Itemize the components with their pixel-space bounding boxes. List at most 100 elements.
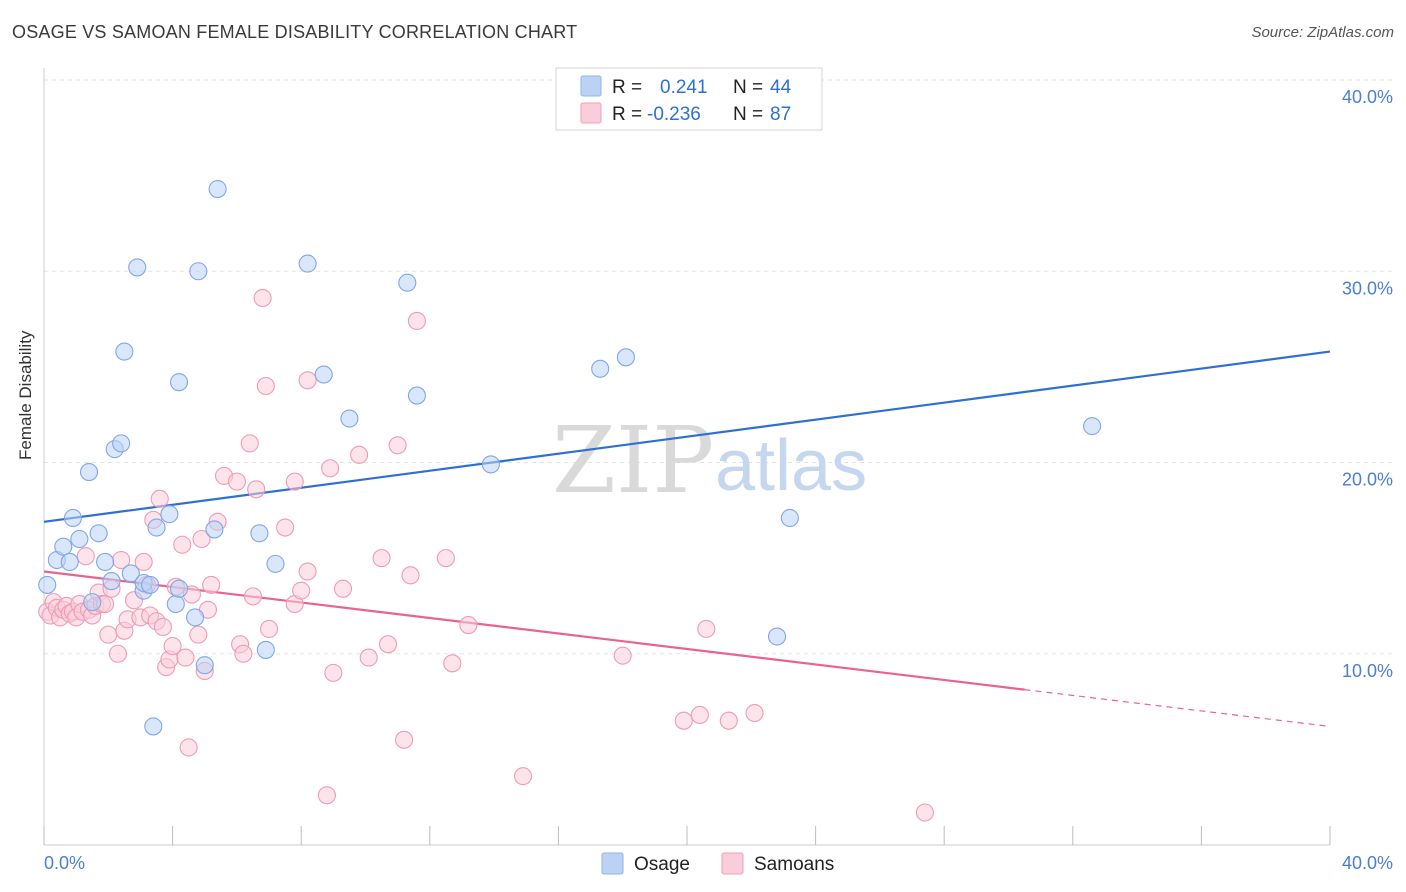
point-samoans — [285, 472, 304, 491]
legend-swatch-samoans — [580, 102, 602, 124]
point-osage — [169, 373, 189, 392]
y-tick-label: 30.0% — [1342, 278, 1393, 298]
point-samoans — [173, 535, 192, 554]
point-osage — [38, 575, 57, 594]
point-samoans — [292, 581, 311, 600]
point-samoans — [163, 637, 182, 656]
point-samoans — [298, 371, 317, 390]
point-osage — [160, 505, 179, 524]
trend-line-extension-samoans — [1024, 689, 1331, 728]
point-samoans — [99, 625, 118, 644]
axes — [43, 68, 1331, 846]
point-samoans — [333, 579, 353, 598]
point-samoans — [690, 705, 709, 725]
point-osage — [398, 273, 417, 292]
point-osage — [83, 593, 102, 612]
point-osage — [102, 572, 121, 591]
point-osage — [205, 520, 224, 539]
chart-source: Source: ZipAtlas.com — [1251, 24, 1394, 41]
point-samoans — [513, 767, 533, 786]
point-osage — [169, 579, 189, 598]
point-samoans — [108, 644, 127, 663]
legend-n-samoans: 87 — [770, 104, 791, 125]
y-tick-label: 40.0% — [1342, 87, 1393, 107]
point-osage — [780, 508, 799, 528]
point-osage — [96, 552, 115, 572]
point-osage — [186, 608, 205, 627]
legend-swatch-samoans — [721, 852, 744, 875]
point-samoans — [719, 711, 738, 730]
point-osage — [70, 529, 89, 549]
point-osage — [54, 537, 73, 556]
legend-series: Osage Samoans — [601, 852, 834, 875]
point-samoans — [134, 552, 153, 572]
point-samoans — [276, 518, 295, 537]
legend-r-label: R = — [612, 104, 642, 125]
point-osage — [121, 564, 140, 583]
point-samoans — [436, 549, 455, 568]
point-osage — [250, 524, 269, 543]
watermark: ZIP atlas — [552, 407, 867, 514]
point-samoans — [259, 619, 279, 638]
point-samoans — [317, 786, 336, 805]
point-samoans — [153, 617, 173, 637]
point-osage — [256, 640, 275, 659]
point-samoans — [243, 587, 263, 606]
watermark-zip: ZIP — [552, 407, 714, 514]
point-samoans — [253, 288, 272, 308]
point-osage — [112, 434, 131, 453]
legend-n-osage: 44 — [770, 77, 792, 98]
x-tick-label: 40.0% — [1342, 853, 1393, 873]
chart-title: OSAGE VS SAMOAN FEMALE DISABILITY CORREL… — [12, 22, 578, 42]
point-osage — [481, 455, 500, 474]
point-samoans — [407, 311, 426, 331]
point-osage — [63, 508, 82, 528]
point-samoans — [350, 445, 369, 464]
point-samoans — [915, 803, 934, 822]
point-samoans — [150, 489, 169, 508]
point-samoans — [613, 646, 632, 665]
point-osage — [166, 594, 185, 614]
point-osage — [141, 575, 160, 594]
point-samoans — [745, 703, 764, 723]
point-samoans — [256, 376, 275, 396]
legend-n-label: N = — [733, 77, 763, 98]
point-samoans — [388, 436, 407, 455]
point-osage — [60, 552, 79, 572]
point-samoans — [359, 648, 378, 667]
point-osage — [298, 254, 317, 273]
tick-labels: 10.0% 20.0% 30.0% 40.0% 0.0% 40.0% — [44, 87, 1393, 873]
point-samoans — [459, 616, 478, 635]
x-tick-label: 0.0% — [44, 853, 85, 873]
legend-label-samoans: Samoans — [754, 854, 834, 875]
point-samoans — [192, 529, 211, 549]
point-samoans — [240, 434, 259, 453]
point-osage — [591, 359, 610, 378]
watermark-atlas: atlas — [715, 426, 867, 506]
legend-r-samoans: -0.236 — [647, 104, 701, 125]
point-osage — [115, 342, 134, 361]
point-osage — [89, 524, 108, 543]
point-osage — [147, 518, 166, 537]
point-samoans — [378, 635, 398, 654]
point-osage — [195, 656, 214, 675]
point-samoans — [674, 711, 693, 730]
point-samoans — [176, 648, 195, 667]
data-points — [38, 179, 1102, 822]
point-samoans — [202, 575, 221, 594]
point-samoans — [76, 547, 95, 566]
point-samoans — [372, 549, 391, 568]
point-osage — [767, 627, 787, 646]
y-tick-label: 10.0% — [1342, 661, 1393, 681]
point-samoans — [247, 480, 266, 499]
point-samoans — [234, 644, 253, 663]
point-osage — [144, 717, 163, 736]
point-osage — [266, 554, 285, 573]
legend-swatch-osage — [580, 75, 602, 97]
point-samoans — [395, 730, 414, 749]
point-samoans — [179, 738, 198, 757]
point-samoans — [401, 566, 420, 585]
point-samoans — [189, 625, 208, 644]
point-samoans — [697, 619, 716, 638]
point-osage — [407, 386, 426, 405]
